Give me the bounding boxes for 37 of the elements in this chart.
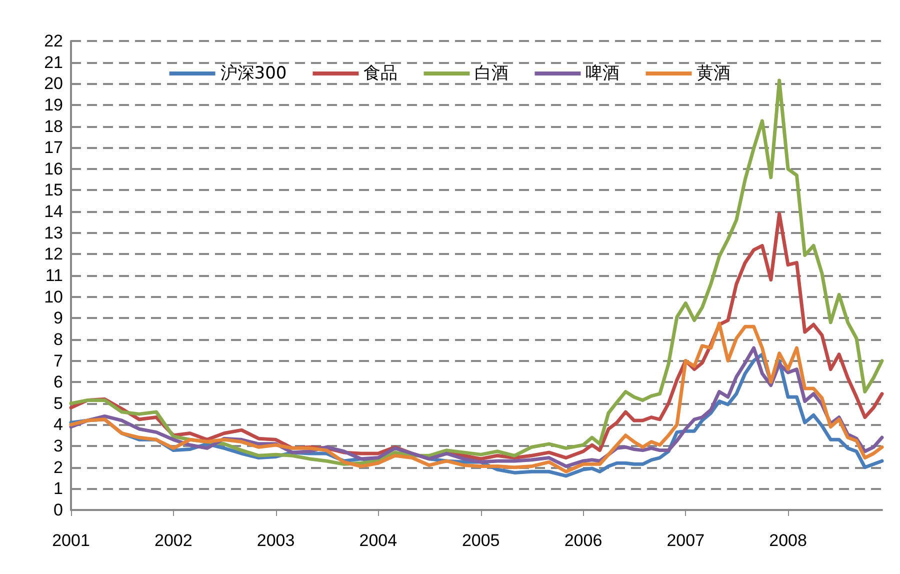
x-tick-label: 2003 [256, 531, 295, 550]
x-tick-label: 2008 [769, 531, 807, 550]
y-tick-label: 1 [54, 479, 63, 498]
y-tick-label: 19 [44, 95, 63, 114]
y-tick-label: 22 [44, 32, 63, 50]
y-tick-label: 13 [44, 223, 63, 242]
y-tick-label: 15 [44, 180, 63, 200]
y-tick-label: 3 [54, 436, 63, 456]
x-tick-label: 2002 [154, 531, 192, 550]
legend-label: 沪深300 [220, 64, 287, 84]
y-tick-label: 21 [44, 52, 63, 72]
legend-label: 食品 [364, 64, 398, 84]
y-tick-label: 2 [54, 458, 63, 477]
x-tick-label: 2007 [666, 531, 705, 550]
y-tick-label: 10 [44, 287, 63, 306]
y-tick-label: 8 [54, 330, 63, 349]
legend-label: 啤酒 [586, 64, 620, 84]
x-tick-label: 2004 [359, 531, 398, 550]
y-tick-label: 11 [45, 266, 63, 285]
y-tick-label: 5 [54, 394, 63, 413]
x-tick-label: 2005 [462, 531, 500, 550]
y-tick-label: 6 [54, 372, 63, 392]
y-tick-label: 20 [44, 74, 63, 94]
y-tick-label: 17 [44, 138, 63, 158]
x-tick-label: 2001 [52, 531, 90, 550]
x-tick-label: 2006 [564, 531, 602, 550]
y-tick-label: 14 [44, 202, 63, 222]
y-tick-label: 7 [54, 351, 63, 370]
y-tick-label: 4 [54, 415, 63, 434]
y-tick-label: 9 [54, 308, 63, 328]
y-tick-label: 0 [54, 500, 63, 520]
line-series [69, 322, 884, 474]
legend-label: 白酒 [474, 64, 509, 84]
y-tick-label: 16 [44, 159, 63, 178]
y-tick-label: 12 [44, 244, 63, 264]
legend-label: 黄酒 [696, 64, 731, 84]
y-tick-label: 18 [44, 116, 63, 136]
